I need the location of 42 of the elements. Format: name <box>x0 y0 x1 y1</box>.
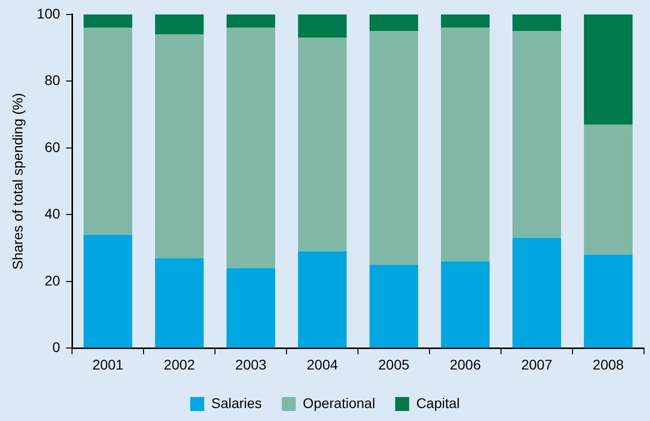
x-tick-label: 2003 <box>235 356 267 372</box>
x-tick-label: 2005 <box>378 356 410 372</box>
y-tick-label: 20 <box>44 272 60 288</box>
x-tick-label: 2006 <box>450 356 482 372</box>
bar <box>512 14 562 32</box>
bar <box>440 28 490 262</box>
y-tick-label: 0 <box>52 339 60 356</box>
y-tick-label: 80 <box>44 72 60 88</box>
bar <box>226 14 276 28</box>
bar <box>155 14 204 34</box>
bar <box>298 14 347 38</box>
x-tick-label: 2007 <box>521 356 553 372</box>
bar <box>370 14 418 32</box>
bar <box>440 261 490 348</box>
bar <box>226 28 276 268</box>
legend-label: Capital <box>416 394 460 411</box>
bar <box>512 31 562 238</box>
bar <box>440 14 490 28</box>
bar <box>584 124 633 255</box>
bar <box>584 14 633 125</box>
bar <box>84 234 132 348</box>
y-tick-label: 60 <box>44 138 60 155</box>
x-tick-label: 2001 <box>92 356 124 372</box>
legend-label: Salaries <box>211 394 262 411</box>
bar <box>584 254 633 348</box>
bar <box>298 251 347 348</box>
bar <box>370 264 418 348</box>
y-axis-title: Shares of total spending (%) <box>9 92 26 270</box>
bar <box>512 238 562 348</box>
x-tick-label: 2002 <box>164 356 196 372</box>
x-tick-label: 2008 <box>592 356 624 372</box>
y-tick-label: 100 <box>36 5 60 22</box>
x-tick-label: 2004 <box>306 356 338 372</box>
bar <box>84 14 132 28</box>
bar <box>84 28 132 235</box>
legend-label: Operational <box>302 394 376 411</box>
bar <box>155 34 204 258</box>
bar <box>155 258 204 348</box>
y-tick-label: 40 <box>44 206 60 222</box>
bar <box>226 268 276 348</box>
bar <box>298 38 347 252</box>
bar <box>370 31 418 265</box>
